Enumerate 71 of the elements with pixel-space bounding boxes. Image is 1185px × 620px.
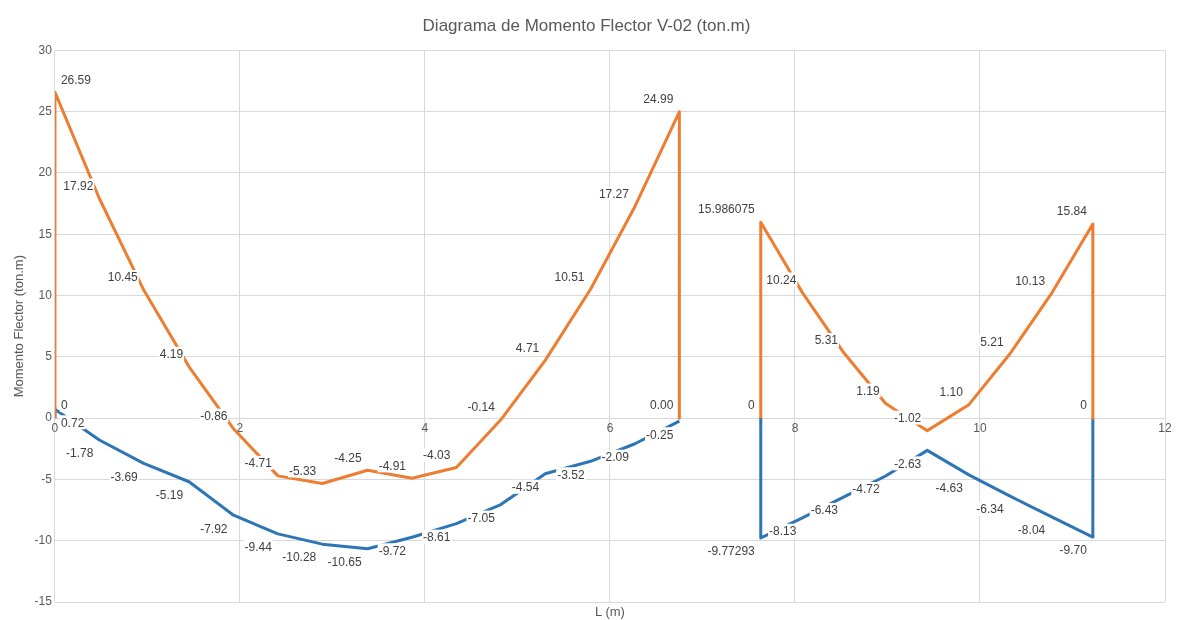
data-label: -2.09 [601,450,630,465]
y-tick-label: -5 [41,471,53,486]
data-label: -3.52 [557,467,585,482]
data-label: -7.05 [467,510,496,525]
data-label: 26.59 [60,72,92,87]
data-label: 24.99 [643,92,674,107]
data-label: -9.77293 [707,544,756,559]
data-label: -3.69 [110,469,139,484]
data-label: -4.71 [244,456,273,471]
data-label: 10.45 [107,270,139,285]
y-tick-label: 25 [38,104,53,118]
data-label: 0.00 [649,398,674,413]
data-label: -1.02 [893,410,922,425]
data-label: 17.27 [598,186,630,201]
data-label: 5.21 [980,334,1004,349]
y-tick-label: 10 [38,287,53,302]
data-label: -0.14 [467,400,496,415]
data-label: -0.25 [645,427,674,442]
data-label: 0 [1080,398,1088,413]
data-label: 17.92 [63,178,94,193]
x-tick-label: 10 [973,420,987,435]
data-label: -5.33 [288,463,317,478]
y-tick-label: -10 [34,533,53,548]
data-label: -4.54 [511,480,540,495]
data-label: 10.51 [554,269,585,284]
data-label: 10.13 [1015,274,1046,289]
data-label: -4.25 [334,450,362,465]
data-label: -5.19 [155,488,184,503]
data-label: 0.72 [60,415,85,430]
data-label: -10.65 [327,554,362,569]
data-label: 5.31 [814,333,839,348]
data-label: -9.44 [244,540,273,555]
y-tick-label: 15 [38,226,53,241]
data-label: 4.19 [159,347,184,362]
x-axis-title: L (m) [595,604,625,620]
data-label: -7.92 [200,521,228,536]
data-label: -10.28 [282,550,317,565]
data-label: -4.03 [423,447,451,462]
data-label: 0 [60,398,68,413]
y-tick-label: 5 [45,349,53,364]
y-tick-label: 30 [38,42,53,57]
y-tick-label: 20 [38,165,53,180]
y-tick-label: 0 [45,410,53,425]
data-label: -0.86 [200,408,228,423]
data-label: 1.10 [939,384,964,399]
y-tick-label: -15 [34,594,53,609]
data-label: 4.71 [515,340,540,355]
data-label: -8.61 [423,529,451,544]
data-label: 1.19 [856,383,880,398]
chart-title: Diagrama de Momento Flector V-02 (ton.m) [422,15,751,35]
x-tick-label: 2 [236,420,244,435]
data-label: -1.78 [65,446,94,461]
data-label: 0 [748,398,756,413]
data-label: -9.70 [1059,543,1088,558]
y-axis-title: Momento Flector (ton.m) [11,255,27,398]
x-tick-label: 4 [421,420,429,435]
data-label: -6.34 [976,502,1004,517]
data-label: -2.63 [893,456,922,471]
x-tick-label: 12 [1158,420,1172,435]
data-label: -4.91 [378,458,407,473]
data-label: 10.24 [766,272,797,287]
data-label: -6.43 [810,503,839,518]
data-label: 15.986075 [698,202,756,217]
data-label: -8.04 [1017,523,1046,537]
x-tick-label: 8 [791,420,799,435]
data-label: 15.84 [1056,204,1088,219]
data-label: -4.63 [935,481,964,496]
x-tick-label: 6 [606,420,614,435]
data-label: -9.72 [378,543,407,558]
data-label: -8.13 [769,524,797,539]
data-label: -4.72 [852,482,880,497]
